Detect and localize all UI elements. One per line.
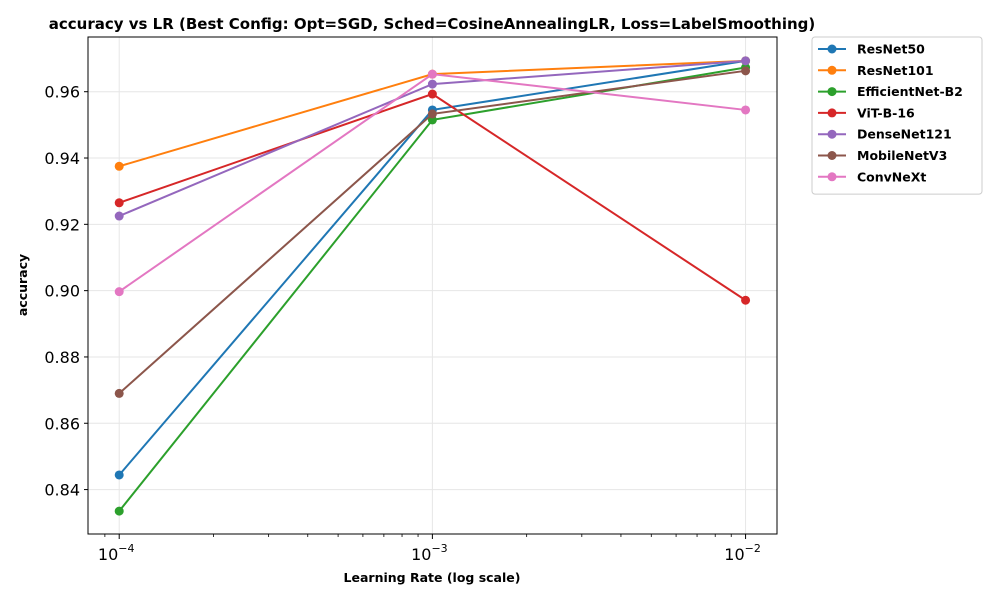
x-tick-label: 10−2 <box>724 542 761 564</box>
y-tick-label: 0.92 <box>44 215 80 234</box>
legend-marker <box>827 151 837 160</box>
grid <box>88 37 777 534</box>
y-tick-label: 0.88 <box>44 348 80 367</box>
legend: ResNet50 ResNet101 EfficientNet-B2 ViT-B-16… <box>811 36 983 195</box>
data-point <box>114 198 124 208</box>
legend-marker <box>827 65 837 75</box>
data-point <box>741 105 751 115</box>
x-tick-base: 10 <box>98 545 118 564</box>
data-point <box>114 211 124 221</box>
data-point <box>114 161 124 171</box>
x-tick-exponent: −4 <box>118 542 134 555</box>
x-tick-base: 10 <box>411 545 431 564</box>
legend-item: ViT-B-16 <box>818 105 915 120</box>
x-tick-base: 10 <box>724 545 744 564</box>
x-tick-label: 10−3 <box>411 542 448 564</box>
data-point <box>114 388 124 398</box>
legend-item: MobileNetV3 <box>818 148 947 163</box>
data-point <box>427 109 437 119</box>
legend-label: ConvNeXt <box>857 169 926 184</box>
data-point <box>114 470 124 480</box>
data-point <box>427 89 437 99</box>
x-tick-label: 10−4 <box>98 542 135 564</box>
data-point <box>741 66 751 76</box>
x-axis: 10−4 10−3 10−2 <box>98 534 761 564</box>
legend-box <box>811 36 983 195</box>
chart-title: accuracy vs LR (Best Config: Opt=SGD, Sc… <box>49 15 816 33</box>
data-point <box>427 79 437 89</box>
y-tick-label: 0.96 <box>44 83 80 102</box>
legend-marker <box>827 172 837 182</box>
legend-item: EfficientNet-B2 <box>818 84 963 99</box>
plot-area <box>114 56 751 516</box>
y-tick-label: 0.84 <box>44 481 80 500</box>
legend-marker <box>827 44 837 54</box>
y-axis-label: accuracy <box>15 254 30 316</box>
x-tick-exponent: −2 <box>745 542 761 555</box>
legend-label: EfficientNet-B2 <box>857 84 963 99</box>
legend-item: ConvNeXt <box>818 169 926 184</box>
legend-item: DenseNet121 <box>818 127 952 142</box>
legend-marker <box>827 108 837 118</box>
data-point <box>741 295 751 305</box>
legend-label: DenseNet121 <box>857 127 952 142</box>
data-point <box>741 56 751 66</box>
legend-label: MobileNetV3 <box>857 148 947 163</box>
x-axis-label: Learning Rate (log scale) <box>344 570 521 585</box>
y-axis: 0.84 0.86 0.88 0.90 0.92 0.94 0.96 <box>44 83 88 500</box>
x-tick-exponent: −3 <box>431 542 447 555</box>
legend-item: ResNet101 <box>818 63 934 78</box>
data-point <box>114 506 124 516</box>
data-point <box>114 287 124 297</box>
legend-item: ResNet50 <box>818 42 925 57</box>
legend-marker <box>827 87 837 97</box>
y-tick-label: 0.90 <box>44 282 80 301</box>
legend-marker <box>827 129 837 139</box>
y-tick-label: 0.86 <box>44 414 80 433</box>
legend-label: ResNet101 <box>857 63 934 78</box>
legend-label: ResNet50 <box>857 42 925 57</box>
data-point <box>427 69 437 79</box>
y-tick-label: 0.94 <box>44 149 80 168</box>
legend-label: ViT-B-16 <box>857 105 915 120</box>
